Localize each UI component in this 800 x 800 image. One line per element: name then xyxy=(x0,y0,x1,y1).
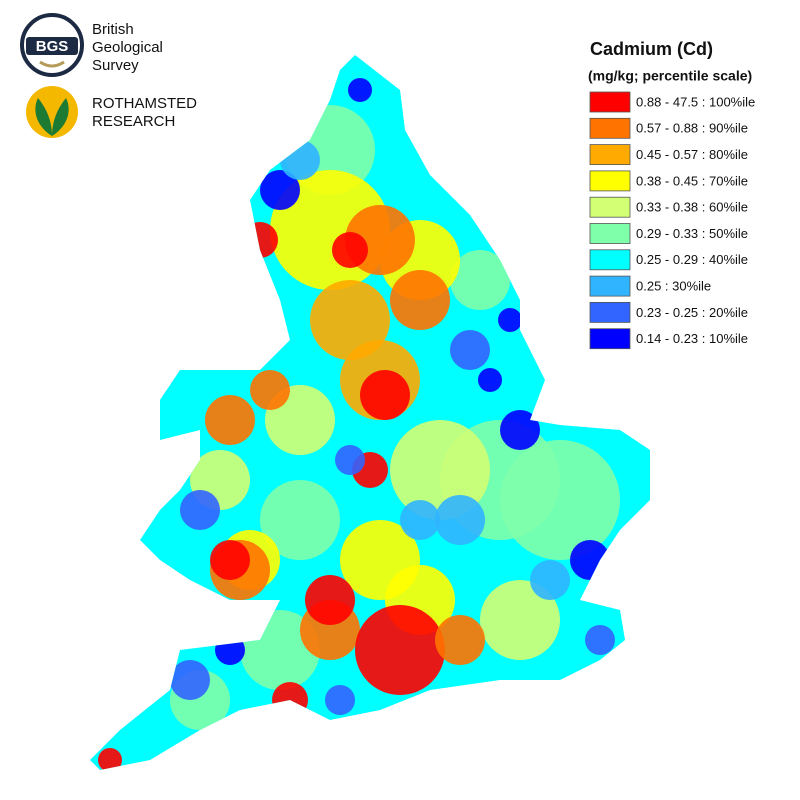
concentration-patch xyxy=(210,540,250,580)
concentration-patch xyxy=(570,540,610,580)
concentration-patch xyxy=(325,685,355,715)
logo-text: Survey xyxy=(92,57,139,74)
concentration-patch xyxy=(360,370,410,420)
logo-text: ROTHAMSTED xyxy=(92,95,197,112)
legend-swatch xyxy=(589,223,631,244)
concentration-patch xyxy=(585,625,615,655)
concentration-patch xyxy=(170,660,210,700)
bgs-logo: BGS British Geological Survey xyxy=(20,13,163,77)
concentration-patch xyxy=(332,232,368,268)
concentration-patch xyxy=(390,420,490,520)
rothamsted-logo: ROTHAMSTED RESEARCH xyxy=(26,86,197,138)
legend-label: 0.57 - 0.88 : 90%ile xyxy=(636,121,748,136)
legend-label: 0.45 - 0.57 : 80%ile xyxy=(636,147,748,162)
legend-swatch xyxy=(589,196,631,218)
concentration-patch xyxy=(215,635,245,665)
concentration-patch xyxy=(335,445,365,475)
logo-text: RESEARCH xyxy=(92,113,175,130)
legend-swatch xyxy=(589,249,631,271)
concentration-patch xyxy=(98,748,122,770)
legend-label: 0.38 - 0.45 : 70%ile xyxy=(636,173,748,188)
concentration-patch xyxy=(478,368,502,392)
concentration-patch xyxy=(280,140,320,180)
bgs-badge: BGS xyxy=(36,38,69,55)
legend-label: 0.23 - 0.25 : 20%ile xyxy=(636,305,748,320)
legend-swatch xyxy=(589,275,631,297)
concentration-patch xyxy=(260,480,340,560)
legend-swatch xyxy=(589,328,631,350)
legend-label: 0.88 - 47.5 : 100%ile xyxy=(636,94,755,109)
logo-text: British xyxy=(92,21,134,38)
legend-swatch xyxy=(589,117,631,139)
concentration-patch xyxy=(260,170,300,210)
concentration-patch xyxy=(205,395,255,445)
concentration-patch xyxy=(435,495,485,545)
legend-swatch xyxy=(589,170,631,192)
concentration-patch xyxy=(250,370,290,410)
concentration-patch xyxy=(480,580,560,660)
concentration-patch xyxy=(310,280,390,360)
concentration-patch xyxy=(500,440,620,560)
legend-label: 0.14 - 0.23 : 10%ile xyxy=(636,331,748,346)
legend-label: 0.33 - 0.38 : 60%ile xyxy=(636,200,748,215)
legend-swatch xyxy=(589,144,631,166)
concentration-patch xyxy=(390,270,450,330)
concentration-patch xyxy=(242,222,278,258)
legend-swatch xyxy=(589,301,631,323)
concentration-patch xyxy=(435,615,485,665)
legend-label: 0.25 : 30%ile xyxy=(636,279,711,294)
legend-title: Cadmium (Cd) xyxy=(590,39,713,59)
concentration-patch xyxy=(450,250,510,310)
concentration-patch xyxy=(272,682,308,718)
concentration-patch xyxy=(500,410,540,450)
concentration-patch xyxy=(498,308,522,332)
concentration-patch xyxy=(530,560,570,600)
legend-swatch xyxy=(589,91,631,113)
concentration-patch xyxy=(305,575,355,625)
concentration-patch xyxy=(400,500,440,540)
legend-label: 0.25 - 0.29 : 40%ile xyxy=(636,252,748,267)
concentration-patch xyxy=(348,78,372,102)
concentration-patch xyxy=(450,330,490,370)
legend: 0.88 - 47.5 : 100%ile 0.57 - 0.88 : 90%il… xyxy=(589,91,755,350)
legend-label: 0.29 - 0.33 : 50%ile xyxy=(636,226,748,241)
concentration-patch xyxy=(355,605,445,695)
legend-subtitle: (mg/kg; percentile scale) xyxy=(588,68,752,84)
concentration-patch xyxy=(180,490,220,530)
logo-text: Geological xyxy=(92,39,163,56)
